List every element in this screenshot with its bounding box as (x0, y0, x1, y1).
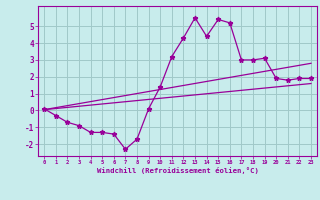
X-axis label: Windchill (Refroidissement éolien,°C): Windchill (Refroidissement éolien,°C) (97, 167, 259, 174)
